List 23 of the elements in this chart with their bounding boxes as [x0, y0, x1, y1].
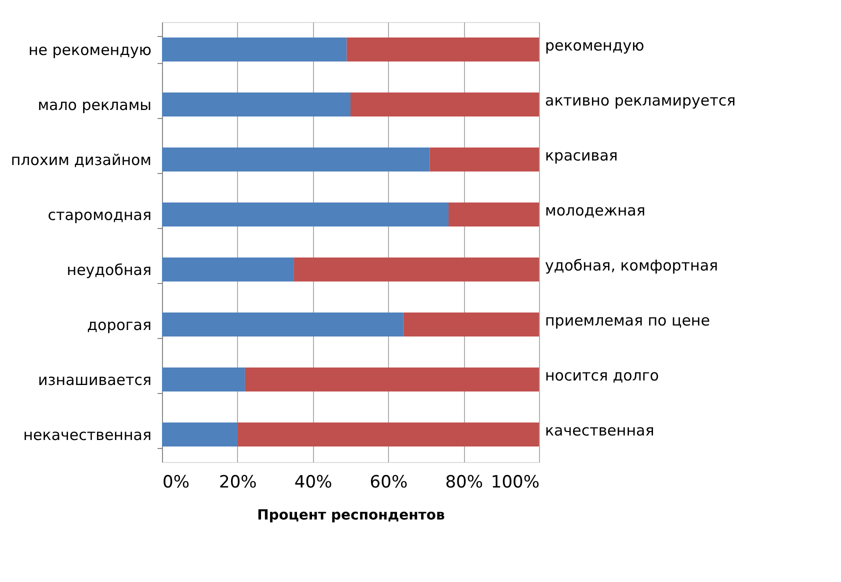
x-tick-label: 20%	[219, 472, 257, 492]
y-tick-label: изнашивается	[38, 371, 152, 389]
x-tick-label: 40%	[294, 472, 332, 492]
text: удобная, комфортная	[545, 256, 718, 274]
y-tick-label: неудобная	[66, 261, 152, 279]
text: качественная	[545, 422, 654, 440]
y-tick-label: мало рекламы	[38, 96, 152, 114]
y-tick-label: не рекомендую	[28, 41, 152, 59]
y-tick-label: некачественная	[23, 426, 152, 444]
text: красивая	[545, 146, 618, 164]
x-tick-label: 100%	[490, 472, 540, 492]
x-tick-label: 60%	[370, 472, 408, 492]
x-axis-title: Процент респондентов	[257, 508, 445, 524]
y-tick-label: плохим дизайном	[10, 151, 152, 169]
x-tick-label: 80%	[445, 472, 483, 492]
x-tick-label: 0%	[162, 472, 190, 492]
text: носится долго	[545, 366, 659, 384]
text: приемлемая по цене	[545, 312, 710, 330]
y-tick-label: дорогая	[87, 316, 152, 334]
y-tick-label: старомодная	[48, 206, 152, 224]
text: молодежная	[545, 202, 646, 220]
text: активно рекламируется	[545, 92, 736, 110]
text: рекомендую	[545, 36, 644, 54]
